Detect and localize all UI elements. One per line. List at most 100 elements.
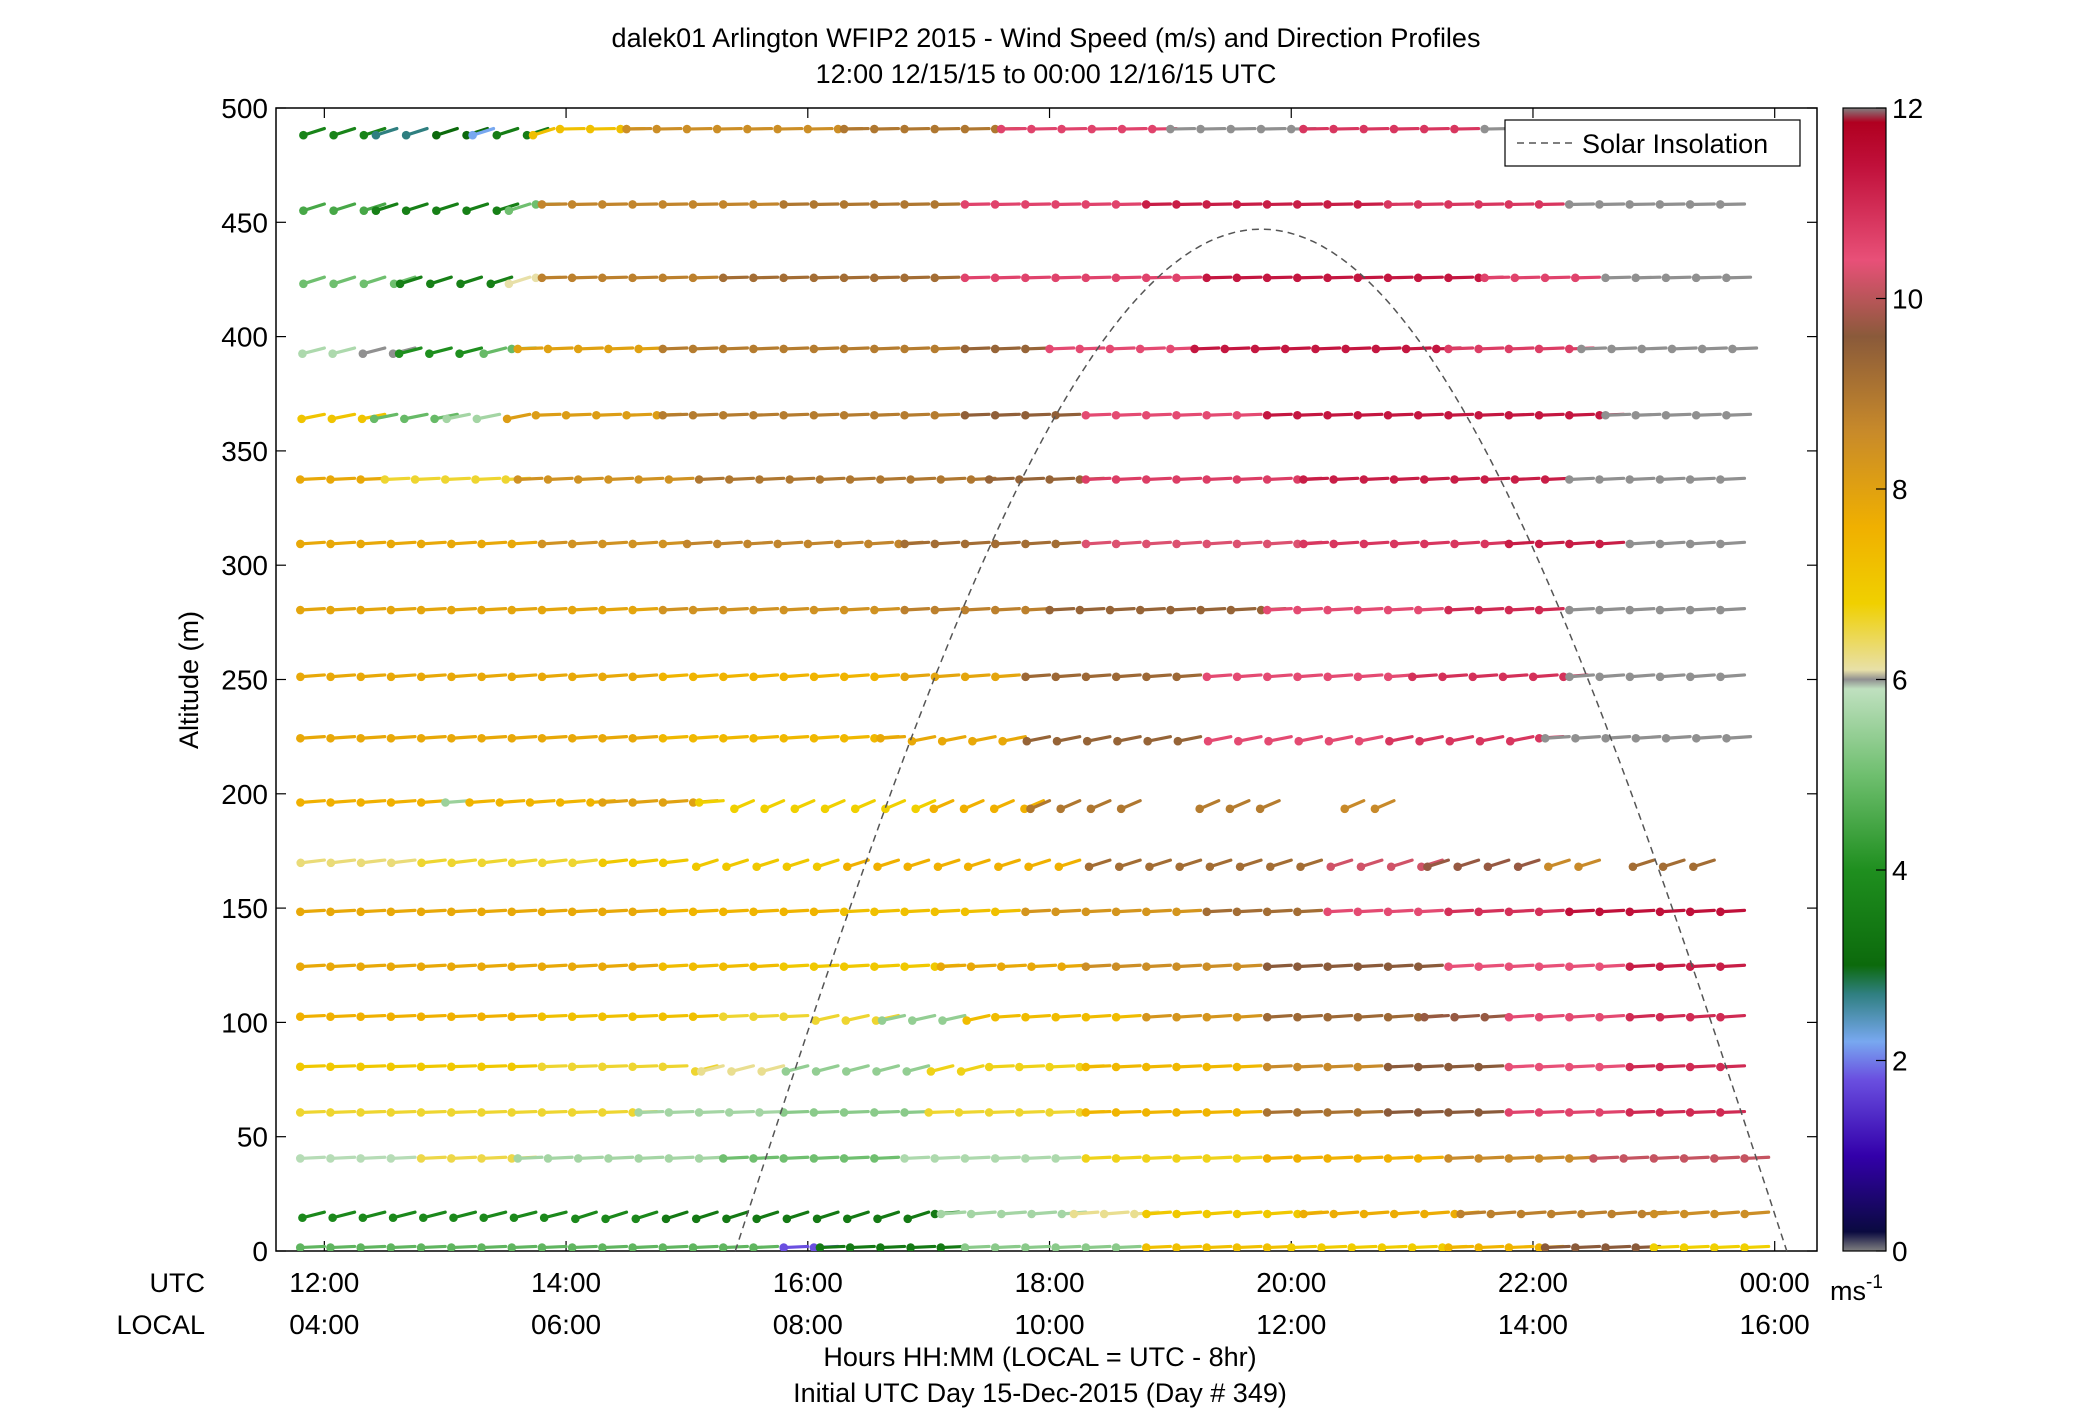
colorbar-tick-label: 6 xyxy=(1892,665,1908,696)
wind-barb-dot xyxy=(386,1108,396,1117)
wind-barb-dot xyxy=(1051,1154,1060,1163)
wind-barb-dot xyxy=(752,1214,761,1224)
wind-barb-dot xyxy=(465,798,474,807)
x-tick-label-utc: 12:00 xyxy=(289,1267,359,1298)
wind-barb-dot xyxy=(757,1067,767,1076)
wind-barb-dot xyxy=(296,539,305,549)
wind-barb-dot xyxy=(1202,1012,1212,1022)
wind-barb-dot xyxy=(537,907,547,917)
wind-barb-dot xyxy=(1474,344,1483,354)
wind-barb-dot xyxy=(538,858,547,868)
wind-barb-dot xyxy=(598,907,607,917)
wind-barb-dot xyxy=(537,1062,547,1072)
wind-barb-dot xyxy=(592,410,601,420)
wind-barb-dot xyxy=(960,672,970,682)
wind-barb-dot xyxy=(567,605,577,615)
y-tick-label: 250 xyxy=(221,665,268,696)
wind-barb-dot xyxy=(1534,1154,1544,1163)
wind-barb-dot xyxy=(809,672,819,682)
wind-barb-dot xyxy=(1172,1062,1181,1072)
wind-barb-dot xyxy=(1081,475,1091,484)
wind-barb-dot xyxy=(1474,1108,1483,1117)
wind-barb-dot xyxy=(749,733,758,743)
wind-barb-dot xyxy=(658,1062,668,1072)
wind-barb-dot xyxy=(1564,410,1574,420)
wind-barb-dot xyxy=(1359,539,1369,549)
x-tick-label-local: 16:00 xyxy=(1740,1309,1810,1340)
wind-barb-dot xyxy=(864,539,873,549)
y-axis: 0 50 100 150 200 250 300 350 400 450 500 xyxy=(221,93,1817,1267)
wind-barb-dot xyxy=(688,410,698,420)
wind-barb-dot xyxy=(1293,1062,1302,1072)
wind-barb-dot xyxy=(1082,736,1092,746)
wind-barb-dot xyxy=(727,1067,736,1076)
wind-barb-dot xyxy=(1051,672,1061,682)
wind-barb-dot xyxy=(416,672,426,682)
wind-barb-dot xyxy=(455,349,464,358)
wind-barb-dot xyxy=(809,344,819,354)
wind-barb-dot xyxy=(1474,200,1483,209)
y-tick-label: 50 xyxy=(237,1122,268,1153)
wind-barb-dot xyxy=(386,962,396,971)
wind-barb-dot xyxy=(930,672,940,682)
wind-barb-dot xyxy=(598,1062,607,1072)
wind-barb-dot xyxy=(712,124,722,134)
wind-barb-dot xyxy=(1075,1062,1085,1072)
wind-barb-dot xyxy=(1565,539,1574,549)
wind-barb-dot xyxy=(416,1243,426,1251)
wind-barb-dot xyxy=(492,206,502,215)
wind-barb-dot xyxy=(1565,672,1574,682)
wind-barb-dot xyxy=(1444,907,1453,917)
wind-barb-dot xyxy=(871,1016,881,1025)
wind-barb-dot xyxy=(1147,124,1157,134)
wind-barb-dot xyxy=(567,907,577,917)
wind-barb-dot xyxy=(1172,1243,1181,1251)
wind-barb-dot xyxy=(1075,475,1085,484)
wind-barb-dot xyxy=(1408,672,1417,682)
wind-barb-dot xyxy=(501,475,511,484)
wind-barb-dot xyxy=(1565,1154,1574,1163)
wind-barb-dot xyxy=(1565,605,1574,615)
wind-barb-dot xyxy=(1142,475,1151,484)
wind-barb-dot xyxy=(1081,539,1091,549)
colorbar-ticks: 0 2 4 6 8 10 12 xyxy=(1876,93,1923,1267)
wind-barb-dot xyxy=(571,1214,580,1224)
wind-barb-dot xyxy=(1474,1062,1483,1072)
wind-barb-dot xyxy=(1383,410,1393,420)
wind-barb-dot xyxy=(1534,907,1544,917)
wind-barb-dot xyxy=(507,539,517,549)
wind-barb-dot xyxy=(634,1108,643,1117)
wind-barb-dot xyxy=(1329,539,1339,549)
wind-barb-dot xyxy=(809,733,819,743)
wind-barb-dot xyxy=(1190,344,1199,354)
wind-barb-dot xyxy=(1679,1209,1689,1219)
wind-barb-dot xyxy=(1504,605,1514,615)
wind-barb-dot xyxy=(1323,1012,1332,1022)
wind-barb-dot xyxy=(522,130,532,140)
wind-barb-dot xyxy=(1262,410,1272,420)
wind-barb-dot xyxy=(779,1154,789,1163)
wind-barb-dot xyxy=(568,672,577,682)
x-tick-label-local: 10:00 xyxy=(1014,1309,1084,1340)
wind-barb-dot xyxy=(996,124,1006,134)
wind-barb-dot xyxy=(1087,124,1097,134)
wind-barb-dot xyxy=(749,1012,758,1022)
wind-barb-dot xyxy=(691,862,701,872)
wind-barb-dot xyxy=(356,539,366,549)
wind-barb-dot xyxy=(447,1154,456,1163)
wind-barb-dot xyxy=(371,206,381,215)
wind-barb-dot xyxy=(1324,736,1334,746)
wind-barb-dot xyxy=(628,1012,637,1022)
wind-barb-dot xyxy=(779,962,789,971)
wind-barb-dot xyxy=(1173,736,1183,746)
wind-barb-dot xyxy=(902,1067,912,1076)
wind-barb-dot xyxy=(513,344,523,354)
wind-barb-dot xyxy=(1051,1243,1060,1251)
wind-barb-dot xyxy=(386,605,396,615)
wind-barb-dot xyxy=(755,1108,764,1117)
wind-barb-dot xyxy=(894,539,903,549)
wind-barb-dot xyxy=(477,733,486,743)
wind-barb-dot xyxy=(386,1243,396,1251)
wind-barb-dot xyxy=(477,539,486,549)
wind-barb-dot xyxy=(555,798,565,807)
